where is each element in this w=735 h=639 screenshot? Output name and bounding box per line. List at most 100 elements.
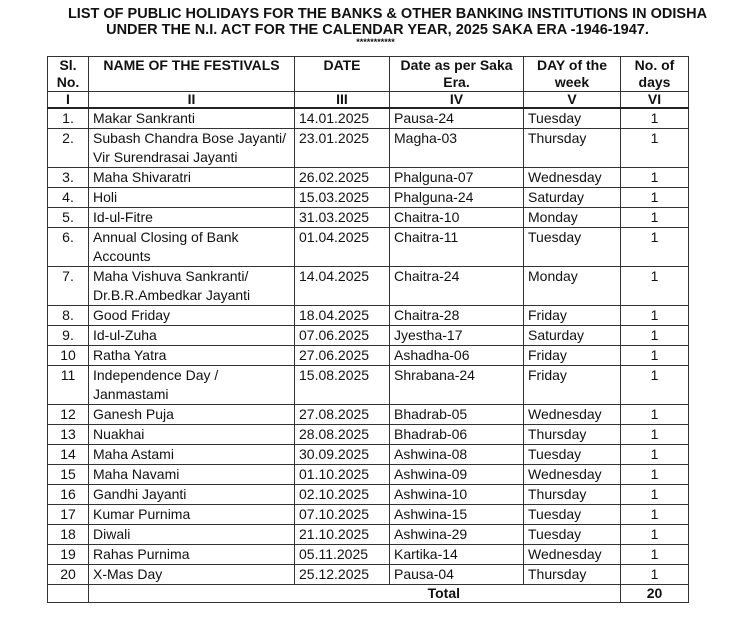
row-day: Wednesday xyxy=(523,544,621,565)
row-saka: Phalguna-07 xyxy=(389,167,524,188)
row-name: Maha Astami xyxy=(88,444,295,465)
row-saka: Ashwina-09 xyxy=(389,464,524,485)
row-date: 30.09.2025 xyxy=(294,444,390,465)
row-days: 1 xyxy=(620,128,689,168)
row-day: Tuesday xyxy=(523,107,621,129)
row-date: 31.03.2025 xyxy=(294,207,390,228)
row-days: 1 xyxy=(620,524,689,545)
row-day: Wednesday xyxy=(523,167,621,188)
row-days: 1 xyxy=(620,227,689,267)
table-row: 2. Subash Chandra Bose Jayanti/ Vir Suren… xyxy=(47,128,689,168)
table-row: 4. Holi 15.03.2025 Phalguna-24 Saturday 1 xyxy=(47,187,689,208)
row-date: 27.06.2025 xyxy=(294,345,390,366)
row-name: Diwali xyxy=(88,524,295,545)
row-sl: 3. xyxy=(47,167,89,188)
row-saka: Chaitra-28 xyxy=(389,305,524,326)
row-day: Tuesday xyxy=(523,227,621,267)
table-row: 10 Ratha Yatra 27.06.2025 Ashadha-06 Friday 1 xyxy=(47,345,689,366)
total-value: 20 xyxy=(620,584,689,603)
row-saka: Ashwina-10 xyxy=(389,484,524,505)
row-saka: Shrabana-24 xyxy=(389,365,524,405)
title-line-1: LIST OF PUBLIC HOLIDAYS FOR THE BANKS & … xyxy=(67,6,708,22)
row-saka: Bhadrab-05 xyxy=(389,404,524,425)
row-sl: 14 xyxy=(47,444,89,465)
row-saka: Ashwina-29 xyxy=(389,524,524,545)
row-days: 1 xyxy=(620,404,689,425)
row-sl: 18 xyxy=(47,524,89,545)
table-row: 15 Maha Navami 01.10.2025 Ashwina-09 Wednesd… xyxy=(47,464,689,485)
row-day: Friday xyxy=(523,305,621,326)
row-date: 07.06.2025 xyxy=(294,325,390,346)
row-name: Ganesh Puja xyxy=(88,404,295,425)
table-row: 3. Maha Shivaratri 26.02.2025 Phalguna-07 We… xyxy=(47,167,689,188)
row-date: 14.01.2025 xyxy=(294,107,390,129)
row-date: 15.03.2025 xyxy=(294,187,390,208)
row-date: 01.10.2025 xyxy=(294,464,390,485)
row-sl: 9. xyxy=(47,325,89,346)
row-sl: 20 xyxy=(47,564,89,585)
header-date: DATE xyxy=(294,56,390,92)
table-row: 9. Id-ul-Zuha 07.06.2025 Jyestha-17 Saturday… xyxy=(47,325,689,346)
row-saka: Chaitra-24 xyxy=(389,266,524,306)
row-days: 1 xyxy=(620,424,689,445)
row-sl: 2. xyxy=(47,128,89,168)
row-day: Thursday xyxy=(523,564,621,585)
row-saka: Phalguna-24 xyxy=(389,187,524,208)
row-day: Friday xyxy=(523,365,621,405)
header-name: NAME OF THE FESTIVALS xyxy=(88,56,295,92)
table-row: 14 Maha Astami 30.09.2025 Ashwina-08 Tuesday… xyxy=(47,444,689,465)
row-day: Tuesday xyxy=(523,504,621,525)
row-saka: Magha-03 xyxy=(389,128,524,168)
header-row: Sl. No. NAME OF THE FESTIVALS DATE Date … xyxy=(47,56,689,92)
row-name: Nuakhai xyxy=(88,424,295,445)
row-days: 1 xyxy=(620,187,689,208)
row-day: Thursday xyxy=(523,424,621,445)
row-date: 28.08.2025 xyxy=(294,424,390,445)
row-sl: 1. xyxy=(47,107,89,129)
row-day: Monday xyxy=(523,207,621,228)
row-sl: 11 xyxy=(47,365,89,405)
roman-6: VI xyxy=(620,91,689,109)
row-date: 14.04.2025 xyxy=(294,266,390,306)
roman-row: I II III IV V VI xyxy=(47,91,689,109)
row-name: Makar Sankranti xyxy=(88,107,295,129)
roman-2: II xyxy=(88,91,295,109)
row-days: 1 xyxy=(620,167,689,188)
header-days: No. of days xyxy=(620,56,689,92)
table-row: 5. Id-ul-Fitre 31.03.2025 Chaitra-10 Monday 1 xyxy=(47,207,689,228)
row-name: Id-ul-Zuha xyxy=(88,325,295,346)
row-days: 1 xyxy=(620,325,689,346)
row-saka: Pausa-04 xyxy=(389,564,524,585)
row-day: Tuesday xyxy=(523,524,621,545)
table-row: 19 Rahas Purnima 05.11.2025 Kartika-14 Wedne… xyxy=(47,544,689,565)
row-name: X-Mas Day xyxy=(88,564,295,585)
row-day: Saturday xyxy=(523,325,621,346)
row-date: 01.04.2025 xyxy=(294,227,390,267)
row-date: 07.10.2025 xyxy=(294,504,390,525)
row-saka: Jyestha-17 xyxy=(389,325,524,346)
row-days: 1 xyxy=(620,484,689,505)
row-date: 02.10.2025 xyxy=(294,484,390,505)
row-days: 1 xyxy=(620,365,689,405)
table-row: 18 Diwali 21.10.2025 Ashwina-29 Tuesday 1 xyxy=(47,524,689,545)
row-day: Thursday xyxy=(523,128,621,168)
holiday-table: Sl. No. NAME OF THE FESTIVALS DATE Date … xyxy=(47,56,689,603)
table-row: 17 Kumar Purnima 07.10.2025 Ashwina-15 Tuesd… xyxy=(47,504,689,525)
row-saka: Ashadha-06 xyxy=(389,345,524,366)
row-name: Rahas Purnima xyxy=(88,544,295,565)
row-sl: 4. xyxy=(47,187,89,208)
row-name: Annual Closing of Bank Accounts xyxy=(88,227,295,267)
row-saka: Ashwina-08 xyxy=(389,444,524,465)
row-day: Friday xyxy=(523,345,621,366)
row-date: 05.11.2025 xyxy=(294,544,390,565)
row-sl: 7. xyxy=(47,266,89,306)
total-label: Total xyxy=(88,584,621,603)
row-sl: 12 xyxy=(47,404,89,425)
roman-1: I xyxy=(47,91,89,109)
row-date: 15.08.2025 xyxy=(294,365,390,405)
row-name: Maha Navami xyxy=(88,464,295,485)
table-row: 11 Independence Day / Janmastami 15.08.202… xyxy=(47,365,689,405)
table-row: 8. Good Friday 18.04.2025 Chaitra-28 Friday 1 xyxy=(47,305,689,326)
row-day: Monday xyxy=(523,266,621,306)
roman-5: V xyxy=(523,91,621,109)
